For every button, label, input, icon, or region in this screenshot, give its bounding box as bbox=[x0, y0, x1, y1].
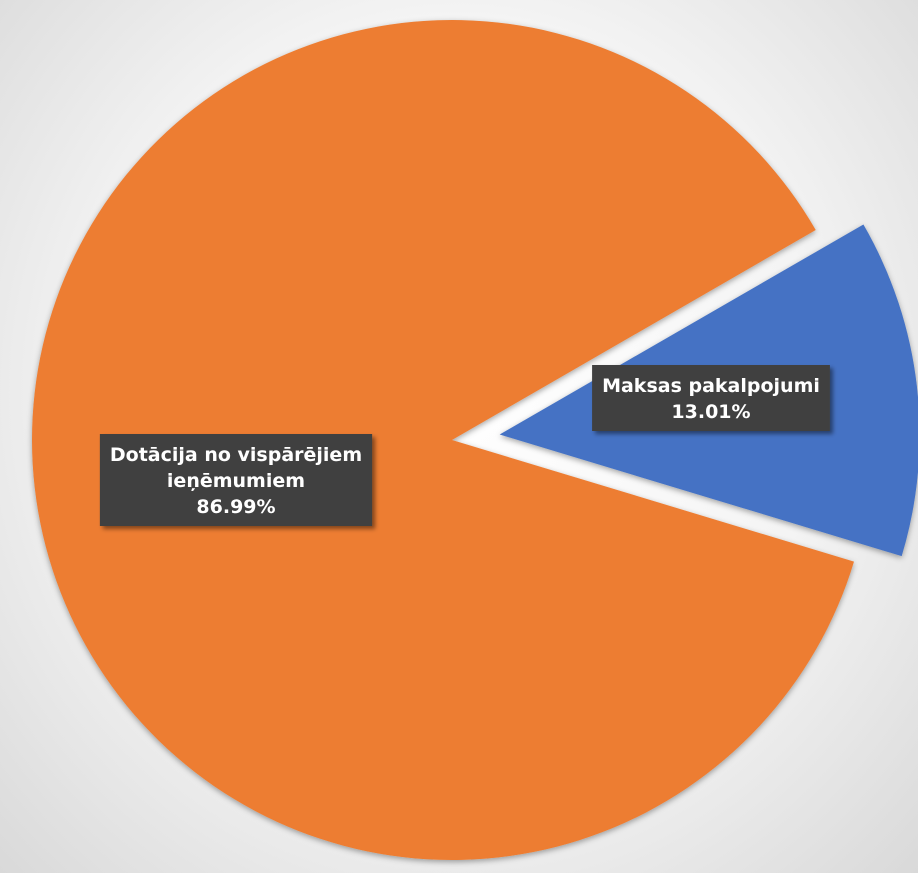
pie-data-labels: Maksas pakalpojumi 13.01% Dotācija no visp… bbox=[99, 365, 830, 526]
data-label-maksas-pakalpojumi: Maksas pakalpojumi 13.01% bbox=[592, 365, 830, 431]
data-label-dotacija: Dotācija no vispārējiem ieņēmumiem 86.99% bbox=[99, 434, 373, 526]
pie-slice-dotacija bbox=[32, 20, 854, 861]
data-label-line: Maksas pakalpojumi bbox=[602, 375, 820, 397]
data-label-box bbox=[592, 365, 830, 431]
data-label-line: Dotācija no vispārējiem bbox=[110, 444, 362, 466]
data-label-line: ieņēmumiem bbox=[167, 470, 305, 492]
data-label-box bbox=[99, 434, 373, 526]
data-label-line: 86.99% bbox=[196, 496, 275, 518]
data-label-line: 13.01% bbox=[671, 401, 750, 423]
